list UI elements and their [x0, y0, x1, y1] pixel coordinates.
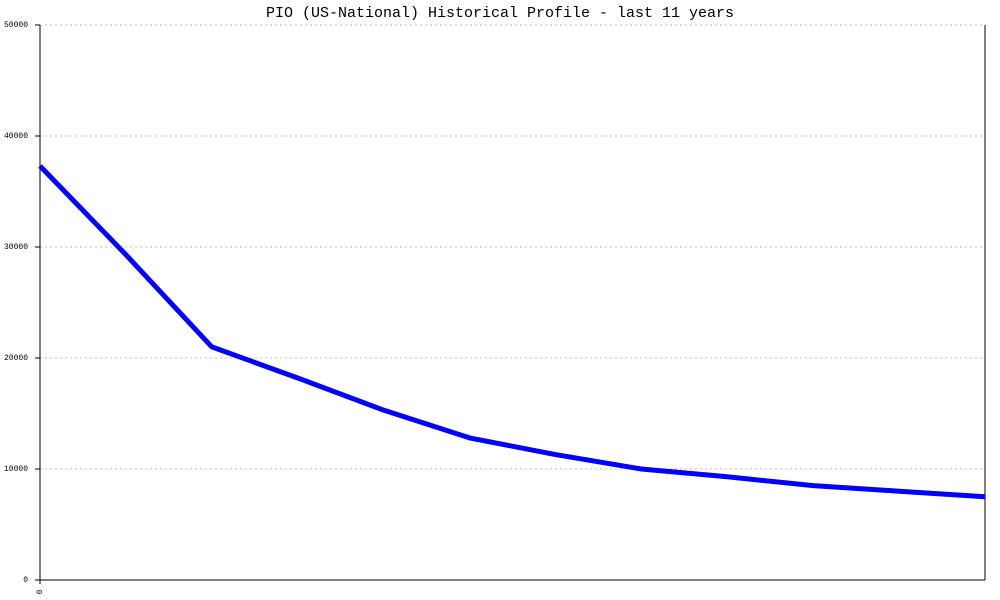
chart-title: PIO (US-National) Historical Profile - l…	[266, 5, 734, 22]
y-tick-label: 10000	[4, 465, 28, 474]
y-tick-label: 50000	[4, 21, 28, 30]
x-tick-label: 0	[36, 589, 45, 594]
y-tick-label: 20000	[4, 354, 28, 363]
y-tick-label: 30000	[4, 243, 28, 252]
data-line	[38, 164, 986, 500]
y-tick-label: 0	[23, 576, 28, 585]
y-tick-label: 40000	[4, 132, 28, 141]
